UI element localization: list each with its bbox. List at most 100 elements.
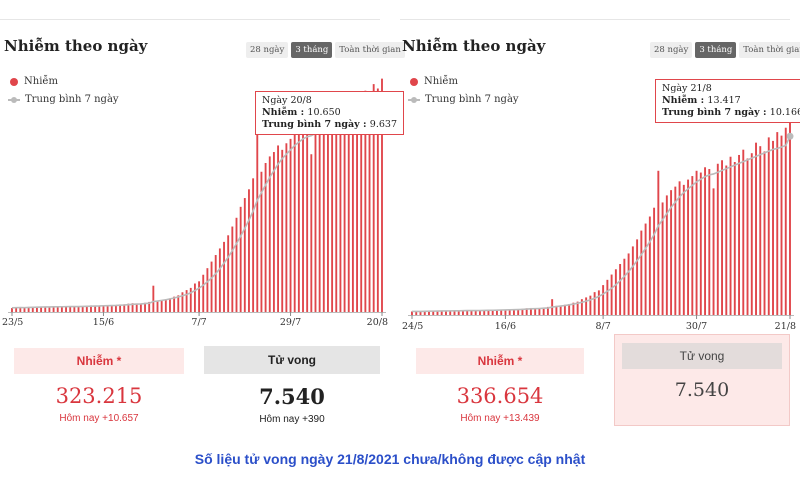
tab-3-months[interactable]: 3 tháng xyxy=(291,42,333,58)
tooltip-cases-value: 10.650 xyxy=(307,107,341,118)
legend-average: Trung bình 7 ngày xyxy=(408,94,519,105)
bar xyxy=(704,167,707,315)
bar xyxy=(156,300,159,312)
average-point xyxy=(786,132,794,140)
tab-all-time[interactable]: Toàn thời gian xyxy=(335,42,405,58)
bar xyxy=(123,304,126,312)
deaths-stat-inner: Tử vong 7.540 xyxy=(622,343,782,401)
bar xyxy=(428,311,430,315)
tooltip-cases-label: Nhiễm xyxy=(262,107,298,118)
bar xyxy=(235,217,238,312)
bar xyxy=(419,311,422,315)
bar xyxy=(657,170,660,315)
cases-chart[interactable]: 24/5 16/6 8/7 30/7 21/8 xyxy=(400,0,800,340)
bar xyxy=(106,305,109,312)
bar xyxy=(310,154,313,312)
bar xyxy=(423,310,426,315)
bar xyxy=(331,121,334,312)
bar xyxy=(173,296,176,312)
bar xyxy=(23,307,26,312)
bar xyxy=(60,306,63,312)
legend-label: Trung bình 7 ngày xyxy=(25,94,119,105)
bar xyxy=(260,171,263,312)
cases-stat-value: 323.215 xyxy=(55,384,143,408)
tab-28-days[interactable]: 28 ngày xyxy=(246,42,289,58)
bar xyxy=(670,190,673,315)
bar xyxy=(631,246,634,315)
cases-chart[interactable]: 23/5 15/6 7/7 29/7 20/8 xyxy=(0,0,400,340)
deaths-stat: Tử vong 7.540 Hôm nay +390 xyxy=(204,346,380,425)
bar xyxy=(19,307,22,312)
bar xyxy=(148,301,151,312)
bar xyxy=(11,308,13,312)
deaths-stat-value: 7.540 xyxy=(674,379,730,401)
bar xyxy=(297,134,300,312)
bar xyxy=(27,306,30,312)
bar xyxy=(335,112,338,312)
bar xyxy=(198,281,201,312)
bar xyxy=(223,241,225,312)
bar xyxy=(780,135,783,315)
bar xyxy=(580,299,583,315)
bar xyxy=(281,149,284,312)
bar xyxy=(453,310,456,315)
footnote: Số liệu tử vong ngày 21/8/2021 chưa/khôn… xyxy=(194,451,586,467)
bar xyxy=(555,305,558,315)
legend-line-icon xyxy=(8,96,20,103)
bar xyxy=(169,298,171,312)
x-tick-label: 24/5 xyxy=(402,321,423,332)
bar xyxy=(218,248,221,312)
bar xyxy=(289,138,292,312)
bar xyxy=(73,306,76,312)
chart-title: Nhiễm theo ngày xyxy=(4,37,148,55)
bar-series xyxy=(411,79,791,316)
bar xyxy=(687,179,690,315)
cases-stat-value: 336.654 xyxy=(456,384,544,408)
tooltip-cases-label: Nhiễm xyxy=(662,95,698,106)
tooltip-avg-label: Trung bình 7 ngày xyxy=(262,119,360,130)
tab-28-days[interactable]: 28 ngày xyxy=(650,42,693,58)
bar xyxy=(252,178,255,312)
legend-dot-icon xyxy=(410,77,418,86)
x-tick-label: 16/6 xyxy=(495,321,516,332)
bar xyxy=(525,308,528,315)
bar xyxy=(90,305,92,312)
bar xyxy=(755,142,757,315)
bar xyxy=(40,306,43,312)
bar xyxy=(789,79,791,315)
bar xyxy=(436,310,439,315)
bar xyxy=(285,143,288,312)
left-panel: Nhiễm theo ngày 28 ngày 3 tháng Toàn thờ… xyxy=(0,0,405,440)
bar xyxy=(411,311,413,315)
bar xyxy=(746,158,749,315)
tab-3-months[interactable]: 3 tháng xyxy=(695,42,737,58)
bar xyxy=(699,172,702,315)
bar xyxy=(517,309,520,315)
bar xyxy=(302,127,304,313)
bar xyxy=(559,305,562,315)
bar xyxy=(31,307,34,312)
tab-all-time[interactable]: Toàn thời gian xyxy=(739,42,800,58)
bar xyxy=(759,146,762,315)
bar xyxy=(589,295,592,315)
bar xyxy=(610,274,613,315)
bar xyxy=(52,306,55,312)
cases-stat-today: Hôm nay +10.657 xyxy=(59,413,139,424)
bar xyxy=(512,309,515,315)
bar xyxy=(306,130,309,312)
bar xyxy=(742,149,745,315)
chart-title: Nhiễm theo ngày xyxy=(402,37,546,55)
bar xyxy=(495,310,498,315)
bar xyxy=(256,132,259,312)
deaths-stat-label: Tử vong xyxy=(204,346,380,374)
bar xyxy=(716,163,719,315)
bar xyxy=(491,309,494,315)
bar xyxy=(189,287,192,312)
bar xyxy=(248,189,250,312)
x-tick-label: 20/8 xyxy=(367,317,388,328)
tooltip-cases: Nhiễm : 13.417 xyxy=(662,95,741,106)
bar xyxy=(568,304,571,315)
bar xyxy=(381,78,383,312)
bar xyxy=(239,206,242,312)
bar xyxy=(327,114,329,312)
